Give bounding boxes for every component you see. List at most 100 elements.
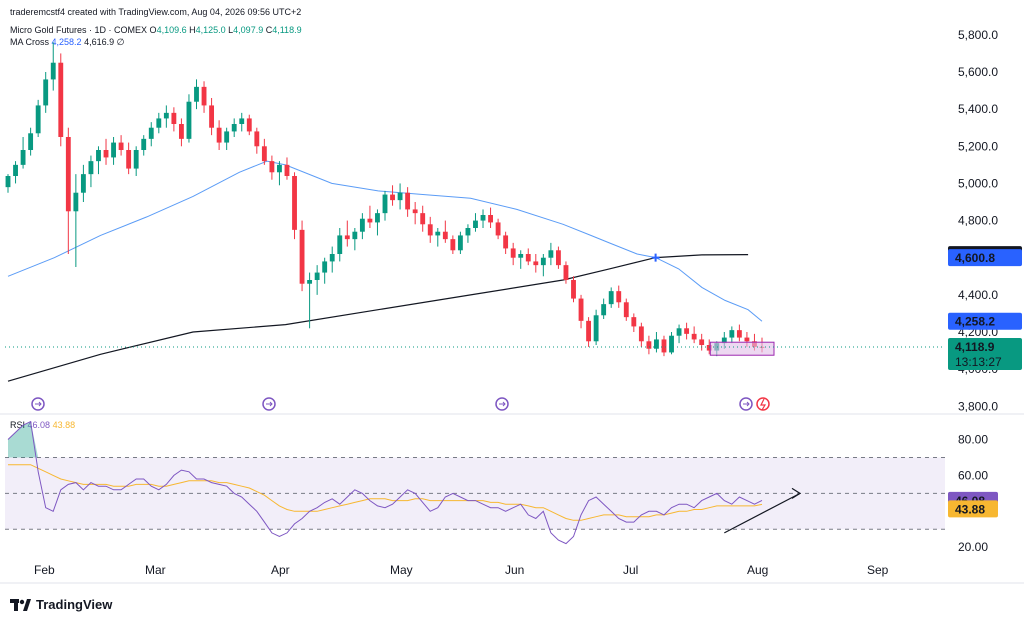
candle-body xyxy=(80,174,86,193)
tradingview-wordmark[interactable]: TradingView xyxy=(36,597,113,612)
candle-body xyxy=(548,250,554,258)
eye-slash-icon[interactable]: ∅ xyxy=(116,37,125,47)
candle-body xyxy=(284,164,290,176)
candle-body xyxy=(261,146,267,162)
rsi-trendline xyxy=(724,492,801,534)
candle-body xyxy=(43,79,49,106)
candle-body xyxy=(50,62,56,80)
rsi-label[interactable]: RSI xyxy=(10,420,26,430)
candle-body xyxy=(299,229,305,284)
candle-body xyxy=(314,272,320,280)
chart-credit: traderemcstf4 created with TradingView.c… xyxy=(10,7,302,17)
candle-body xyxy=(646,341,652,349)
time-axis-label: Aug xyxy=(747,563,768,577)
symbol-title[interactable]: Micro Gold Futures · 1D · COMEX xyxy=(10,25,148,35)
candle-body xyxy=(442,231,448,240)
candle-body xyxy=(126,150,132,169)
candle-body xyxy=(292,176,297,230)
candle-body xyxy=(35,105,41,134)
candle-body xyxy=(216,127,222,143)
candle-body xyxy=(525,254,531,262)
candle-body xyxy=(397,192,403,201)
candle-body xyxy=(231,124,237,132)
candle-body xyxy=(601,304,607,316)
candle-body xyxy=(277,164,282,173)
candle-body xyxy=(118,142,124,150)
price-axis-tick-label: 4,400.0 xyxy=(958,288,998,302)
lightning-glyph xyxy=(760,398,767,411)
consolidation-box xyxy=(709,341,775,356)
arrow-glyph xyxy=(743,401,750,407)
symbol-legend[interactable]: Micro Gold Futures · 1D · COMEX O4,109.6… xyxy=(10,25,302,35)
candle-body xyxy=(178,124,184,139)
ma-slow-line xyxy=(7,254,749,382)
candle-body xyxy=(744,337,750,342)
candle-body xyxy=(201,86,207,106)
candle-body xyxy=(20,150,26,165)
ma-cross-legend[interactable]: MA Cross 4,258.2 4,616.9 ∅ xyxy=(10,37,124,48)
price-tag-label: 4,600.8 xyxy=(955,251,995,265)
candle-body xyxy=(533,261,539,266)
candle-body xyxy=(65,137,71,212)
rsi-legend[interactable]: RSI 46.08 43.88 xyxy=(10,420,75,430)
candle-body xyxy=(593,315,599,342)
dividend-event-icon xyxy=(756,397,770,411)
candle-body xyxy=(329,254,335,262)
candle-body xyxy=(133,150,139,169)
candle-body xyxy=(322,261,328,273)
candle-body xyxy=(390,194,395,201)
candle-body xyxy=(616,291,622,303)
candle-body xyxy=(28,133,34,150)
candle-body xyxy=(5,176,11,188)
rsi-axis-tick-label: 80.00 xyxy=(958,433,988,447)
high-value: 4,125.0 xyxy=(195,25,226,35)
candle-body xyxy=(382,194,388,214)
candle-body xyxy=(307,280,313,284)
price-tag-ma_fast xyxy=(948,312,1022,330)
candle-body xyxy=(171,112,177,124)
candle-body xyxy=(405,192,411,210)
candle-body xyxy=(359,218,365,232)
candle-body xyxy=(58,62,64,137)
rsi-tag-rsi_ma xyxy=(948,500,998,518)
price-axis-tick-label: 5,200.0 xyxy=(958,139,998,153)
candle-body xyxy=(148,127,154,139)
time-axis-label: May xyxy=(390,563,413,577)
tradingview-branding[interactable]: TradingView xyxy=(10,597,112,612)
ma-cross-label[interactable]: MA Cross xyxy=(10,37,50,47)
ma-fast-line xyxy=(7,160,763,322)
rsi-line xyxy=(7,420,763,545)
ma-fast-value: 4,258.2 xyxy=(51,37,82,47)
candle-body xyxy=(684,328,690,334)
ma-slow-value: 4,616.9 xyxy=(84,37,115,47)
candle-body xyxy=(518,254,524,258)
price-axis-tick-label: 5,800.0 xyxy=(958,28,998,42)
ma-cross-marker xyxy=(651,253,660,262)
candle-body xyxy=(163,112,169,119)
candle-body xyxy=(699,339,705,345)
candle-body xyxy=(224,131,230,143)
candle-body xyxy=(13,164,18,176)
price-tag-last xyxy=(948,338,1022,371)
arrow-glyph xyxy=(499,401,506,407)
open-label: O xyxy=(149,25,157,35)
candle-body xyxy=(729,330,735,338)
close-label: C xyxy=(265,25,273,35)
price-tag-label: 4,118.9 xyxy=(955,340,995,354)
price-axis-tick-label: 3,800.0 xyxy=(958,399,998,413)
candle-body xyxy=(540,257,546,266)
candle-body xyxy=(352,231,358,240)
candle-body xyxy=(88,161,94,175)
candle-body xyxy=(510,248,516,258)
candle-body xyxy=(457,235,463,251)
candle-body xyxy=(555,250,561,266)
candle-body xyxy=(488,215,493,223)
arrow-glyph xyxy=(35,401,42,407)
candle-body xyxy=(465,228,471,236)
price-tag-label: 4,258.2 xyxy=(955,315,995,329)
candle-body xyxy=(156,118,162,128)
high-label: H xyxy=(189,25,196,35)
candle-body xyxy=(367,218,373,223)
candle-body xyxy=(721,337,727,344)
